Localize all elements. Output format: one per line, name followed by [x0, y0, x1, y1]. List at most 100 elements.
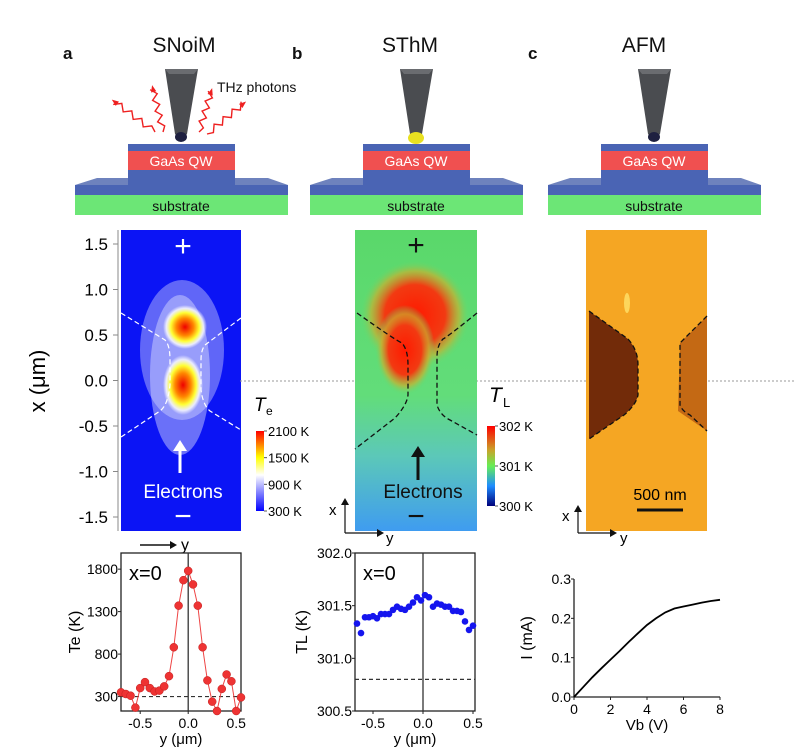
- sthm-electron-arrow: [411, 446, 425, 480]
- x-tick-label: 0: [570, 701, 578, 717]
- data-point: [207, 697, 217, 706]
- x-tick-label: 6: [680, 701, 688, 717]
- te-colorbar-tick-label: 1500 K: [268, 451, 310, 466]
- data-point: [126, 691, 135, 700]
- panel-letter-a: a: [63, 44, 73, 63]
- axis-y-label-b: y: [386, 530, 394, 547]
- device-schematic-a: substrate GaAs QW: [75, 69, 288, 215]
- x-tick-label: 2: [607, 701, 615, 717]
- data-point: [425, 593, 433, 601]
- map-y-tick-label: 1.0: [84, 281, 108, 300]
- data-point: [183, 566, 193, 576]
- snoim-electrons-label: Electrons: [143, 482, 222, 503]
- data-point: [131, 703, 140, 712]
- y-tick-label: 1300: [87, 604, 118, 620]
- map-y-tick-label: -1.0: [79, 463, 108, 482]
- maps-svg: + − Electrons 1.5 1.0 0.5 0.0 -0.5 -1.0 -1.5 x…: [25, 229, 795, 554]
- scalebar-label: 500 nm: [633, 487, 686, 504]
- quantum-well-layer: [601, 151, 708, 170]
- axis-indicator-a: y: [140, 537, 189, 554]
- thermal-probe-icon: [408, 132, 424, 144]
- base-layer: [548, 185, 761, 195]
- substrate-label: substrate: [387, 198, 445, 214]
- device-stack: substrate GaAs QW: [310, 144, 523, 215]
- map-y-tick-label: -0.5: [79, 417, 108, 436]
- x-tick-label: 0.0: [178, 715, 198, 731]
- y-tick-label: 0.0: [552, 689, 572, 705]
- chart-2: 300.5 301.0 301.5 302.0 -0.5 0.0 0.5 y (μm) TL (…: [294, 545, 483, 748]
- device-stack: substrate GaAs QW: [75, 144, 288, 215]
- data-point: [198, 643, 207, 652]
- y-axis-label: TL (K): [294, 610, 311, 654]
- substrate-layer: [548, 195, 761, 215]
- x-tick-label: 0.5: [463, 715, 483, 731]
- y-axis-label: Te (K): [67, 611, 84, 654]
- substrate-layer: [310, 195, 523, 215]
- tl-colorbar-tick-label: 302 K: [499, 419, 533, 434]
- data-point: [409, 599, 417, 606]
- y-tick-label: 300: [95, 689, 119, 705]
- base-layer: [75, 185, 288, 195]
- data-point: [222, 670, 231, 679]
- panel-letter-b: b: [292, 44, 303, 63]
- probe-tip-icon: [638, 69, 671, 142]
- y-tick-label: 0.3: [552, 571, 572, 587]
- data-point: [217, 684, 227, 694]
- data-point: [465, 626, 473, 634]
- data-point: [461, 618, 469, 625]
- qw-label: GaAs QW: [622, 153, 686, 169]
- x-tick-label: 4: [643, 701, 651, 717]
- tl-colorbar-label: T: [489, 384, 504, 407]
- quantum-well-layer: [363, 151, 470, 170]
- data-point: [357, 629, 365, 637]
- substrate-label: substrate: [625, 198, 683, 214]
- tl-colorbar-sub: L: [503, 395, 510, 410]
- plot-frame: [354, 552, 476, 712]
- chart-title: x=0: [363, 563, 396, 585]
- axis-indicator-b: x y: [329, 498, 394, 547]
- map-y-axis: 1.5 1.0 0.5 0.0 -0.5 -1.0 -1.5 x (μm): [25, 230, 119, 531]
- map-y-tick-label: -1.5: [79, 508, 108, 527]
- axis-y-label-c: y: [620, 530, 628, 547]
- x-tick-label: 0.0: [413, 715, 433, 731]
- axis-indicator-c: x y: [562, 505, 628, 547]
- x-axis-label: y (μm): [160, 731, 203, 748]
- y-tick-label: 1800: [87, 561, 118, 577]
- te-colorbar-tick-label: 300 K: [268, 504, 302, 519]
- technique-title-c: AFM: [621, 34, 667, 57]
- device-schematic-b: substrate GaAs QW: [310, 69, 523, 215]
- base-layer: [310, 185, 523, 195]
- x-tick-label: -0.5: [361, 715, 385, 731]
- sthm-electrons-label: Electrons: [383, 482, 462, 503]
- data-point: [231, 706, 241, 716]
- data-point: [457, 608, 465, 616]
- te-colorbar-tick-label: 900 K: [268, 477, 302, 492]
- probe-tip-icon: [165, 69, 198, 142]
- y-tick-label: 0.2: [552, 610, 572, 626]
- data-point: [179, 575, 188, 585]
- x-tick-label: -0.5: [128, 715, 152, 731]
- tl-colorbar: T L 302 K 301 K 300 K: [487, 384, 533, 514]
- chart-title: x=0: [129, 563, 162, 585]
- chart-3: 0.0 0.1 0.2 0.3 0 2 4 6 8 Vb (V) I (mA): [519, 571, 724, 734]
- y-tick-label: 302.0: [317, 545, 352, 561]
- snoim-minus-sign: −: [174, 500, 192, 533]
- snoim-plus-sign: +: [174, 230, 192, 263]
- data-point: [445, 603, 453, 611]
- data-point: [353, 620, 361, 627]
- device-schematic-c: substrate GaAs QW: [548, 69, 761, 215]
- tl-colorbar-tick-label: 300 K: [499, 499, 533, 514]
- qw-label: GaAs QW: [149, 153, 213, 169]
- map-y-tick-label: 1.5: [84, 235, 108, 254]
- data-point: [140, 677, 150, 687]
- te-colorbar-tick-label: 2100 K: [268, 424, 310, 439]
- data-point: [203, 676, 212, 685]
- plot-frame: [120, 552, 242, 712]
- panel-letter-c: c: [528, 44, 538, 63]
- thz-photon-arrows-icon: [111, 85, 247, 135]
- data-point: [135, 683, 145, 693]
- substrate-layer: [75, 195, 288, 215]
- qw-label: GaAs QW: [384, 153, 448, 169]
- thz-photons-label: THz photons: [217, 79, 297, 95]
